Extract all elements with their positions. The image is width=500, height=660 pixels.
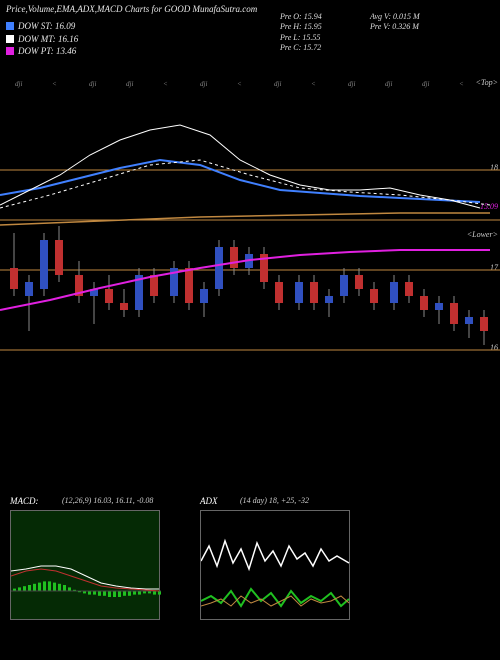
legend: DOW ST: 16.09DOW MT: 16.16DOW PT: 13.46 bbox=[6, 20, 78, 58]
price-chart: <Top> 18 15.09 <Lower> 17 16 bbox=[0, 60, 500, 380]
macd-label: MACD: bbox=[10, 496, 39, 506]
volume-info: Avg V: 0.015 MPre V: 0.326 M bbox=[370, 12, 420, 33]
ohlc-info: Pre O: 15.94Pre H: 15.95Pre L: 15.55Pre … bbox=[280, 12, 322, 54]
macd-params: (12,26,9) 16.03, 16.11, -0.08 bbox=[62, 496, 153, 505]
top-markers: dji<djidji<dji<dji<djidjidji< bbox=[0, 80, 500, 92]
adx-panel bbox=[200, 510, 350, 620]
adx-label: ADX bbox=[200, 496, 218, 506]
chart-svg bbox=[0, 60, 500, 380]
macd-panel bbox=[10, 510, 160, 620]
adx-params: (14 day) 18, +25, -32 bbox=[240, 496, 309, 505]
chart-title: Price,Volume,EMA,ADX,MACD Charts for GOO… bbox=[6, 4, 257, 14]
